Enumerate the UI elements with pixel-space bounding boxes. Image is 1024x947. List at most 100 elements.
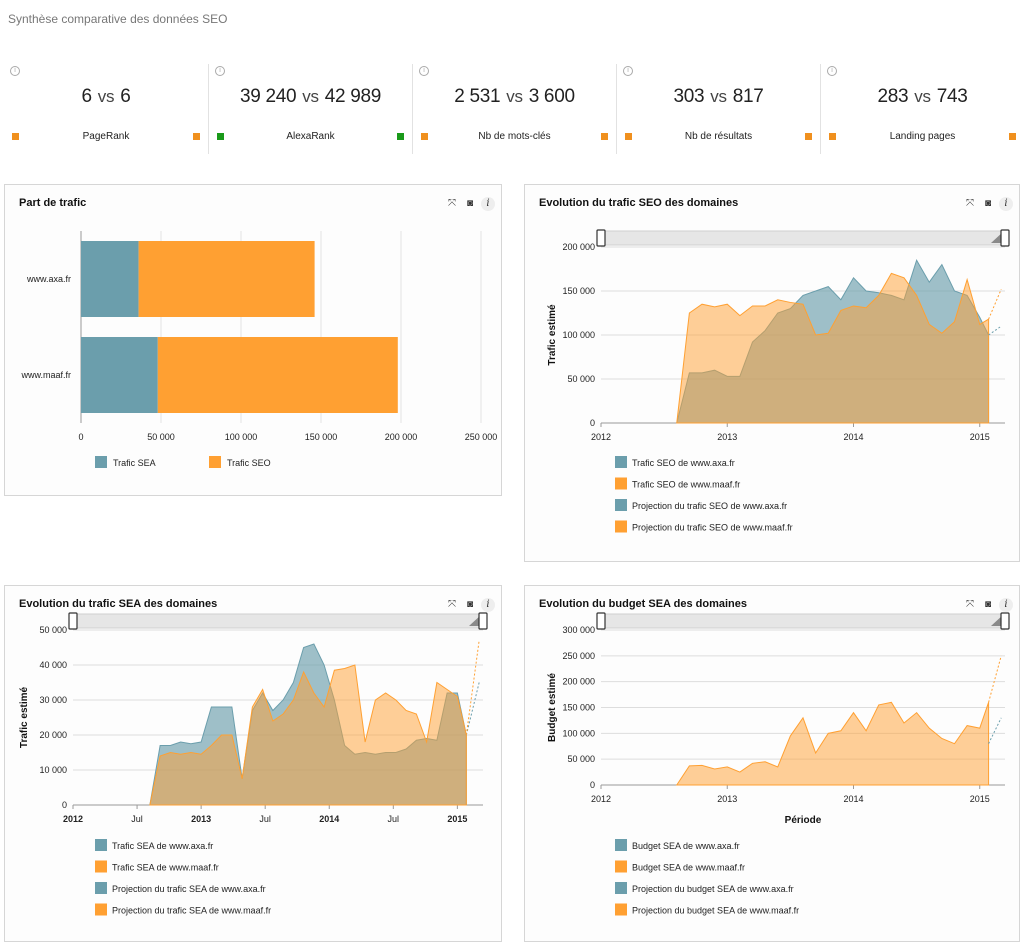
x-tick-label: 100 000 (225, 432, 258, 442)
info-icon[interactable]: i (623, 66, 633, 76)
legend-label: Projection du trafic SEA de www.maaf.fr (112, 906, 271, 916)
legend-swatch (95, 882, 107, 894)
camera-icon[interactable]: ◙ (466, 198, 474, 209)
info-icon[interactable]: i (481, 197, 495, 211)
legend-label: Trafic SEO de www.maaf.fr (632, 480, 740, 490)
y-tick-label: 0 (62, 800, 67, 810)
info-icon[interactable]: i (10, 66, 20, 76)
navigator-bar (72, 613, 484, 629)
camera-icon[interactable]: ◙ (466, 599, 474, 610)
y-tick-label: 10 000 (39, 765, 67, 775)
kpi-value: 303 vs 817 (673, 86, 764, 107)
legend-label: Projection du trafic SEO de www.maaf.fr (632, 523, 793, 533)
legend-label: Projection du budget SEA de www.maaf.fr (632, 906, 799, 916)
expand-icon[interactable]: ⤧ (966, 198, 974, 209)
legend-label: Trafic SEO de www.axa.fr (632, 458, 735, 468)
navigator-bar (600, 230, 1006, 246)
legend-swatch (615, 499, 627, 511)
area-budget-sea-de-www-maaf-fr (675, 701, 990, 786)
y-axis-title: Trafic estimé (547, 304, 558, 366)
x-tick-label: 250 000 (465, 432, 498, 442)
info-icon[interactable]: i (481, 598, 495, 612)
kpi-label: Nb de résultats (684, 131, 753, 142)
chart-part-de-trafic: 0 50 000 100 000 150 000 200 000 250 000 www.a… (20, 231, 498, 468)
chart-toolbar: ⤧ ◙ i (441, 193, 495, 211)
y-tick-label: 300 000 (562, 625, 595, 635)
x-tick-label: 2014 (843, 432, 863, 442)
kpi-label: AlexaRank (286, 131, 335, 142)
kpi-results: i 303 vs 817 Nb de résultats (616, 64, 820, 154)
bar-trafic-sea (81, 337, 158, 413)
x-tick-label: 2014 (843, 794, 863, 804)
y-tick-label: 200 000 (562, 242, 595, 252)
legend-square-icon (829, 133, 836, 140)
y-tick-label: 40 000 (39, 660, 67, 670)
info-icon[interactable]: i (827, 66, 837, 76)
legend-square-icon (217, 133, 224, 140)
y-axis-title: Trafic estimé (19, 686, 30, 748)
kpi-label: Landing pages (889, 131, 956, 142)
x-tick-label: 2015 (970, 432, 990, 442)
y-tick-label: 0 (590, 780, 595, 790)
y-tick-label: 100 000 (562, 330, 595, 340)
y-tick-label: 150 000 (562, 286, 595, 296)
expand-icon[interactable]: ⤧ (448, 599, 456, 610)
legend-swatch (209, 456, 221, 468)
legend-label: Trafic SEA (113, 458, 156, 468)
y-tick-label: 100 000 (562, 728, 595, 738)
projection-line (988, 289, 1002, 320)
y-tick-label: 30 000 (39, 695, 67, 705)
x-tick-label: 2012 (63, 814, 83, 824)
legend-swatch (95, 903, 107, 916)
x-tick-label: 2012 (591, 432, 611, 442)
x-tick-label: 150 000 (305, 432, 338, 442)
panel-trafic-sea: 0 10 000 20 000 30 000 40 000 50 000 2012 Jul 20… (4, 585, 502, 942)
chart-title: Part de trafic (19, 197, 87, 209)
y-tick-label: 20 000 (39, 730, 67, 740)
info-icon[interactable]: i (215, 66, 225, 76)
y-tick-label: 0 (590, 418, 595, 428)
x-tick-label: 2014 (319, 814, 339, 824)
chart-trafic-seo: 0 50 000 100 000 150 000 200 000 2012 2013 2014… (547, 229, 1010, 533)
kpi-value: 2 531 vs 3 600 (454, 86, 575, 107)
chart-toolbar: ⤧ ◙ i (441, 594, 495, 612)
navigator-handle-left (596, 612, 606, 630)
kpi-alexarank: i 39 240 vs 42 989 AlexaRank (208, 64, 412, 154)
kpi-keywords: i 2 531 vs 3 600 Nb de mots-clés (412, 64, 616, 154)
bar-trafic-sea (81, 241, 139, 317)
kpi-label: PageRank (82, 131, 130, 142)
y-axis-title: Budget estimé (547, 673, 558, 742)
info-icon[interactable]: i (999, 197, 1013, 211)
legend-square-icon (805, 133, 812, 140)
legend-square-icon (601, 133, 608, 140)
x-tick-label: 200 000 (385, 432, 418, 442)
kpi-value: 6 vs 6 (81, 86, 131, 107)
expand-icon[interactable]: ⤧ (448, 198, 456, 209)
x-tick-label: 2013 (191, 814, 211, 824)
camera-icon[interactable]: ◙ (984, 599, 992, 610)
info-icon[interactable]: i (999, 598, 1013, 612)
legend-swatch (615, 839, 627, 851)
camera-icon[interactable]: ◙ (984, 198, 992, 209)
chart-toolbar: ⤧ ◙ i (959, 193, 1013, 211)
navigator-handle-right (1000, 229, 1010, 247)
expand-icon[interactable]: ⤧ (966, 599, 974, 610)
chart-toolbar: ⤧ ◙ i (959, 594, 1013, 612)
legend-square-icon (421, 133, 428, 140)
x-tick-label: 50 000 (147, 432, 175, 442)
x-tick-label: 2012 (591, 794, 611, 804)
projection-line (988, 325, 1002, 336)
kpi-landing-pages: i 283 vs 743 Landing pages (820, 64, 1024, 154)
legend-swatch (615, 860, 627, 873)
legend-label: Budget SEA de www.axa.fr (632, 841, 740, 851)
legend-square-icon (12, 133, 19, 140)
category-label: www.maaf.fr (20, 370, 71, 380)
info-icon[interactable]: i (419, 66, 429, 76)
navigator-handle-left (68, 612, 78, 630)
panel-part-de-trafic: 0 50 000 100 000 150 000 200 000 250 000 www.a… (4, 184, 502, 496)
bar-trafic-seo (138, 241, 315, 317)
projection-line (988, 717, 1002, 744)
chart-title: Evolution du trafic SEO des domaines (539, 197, 739, 209)
x-tick-label: Jul (131, 814, 143, 824)
legend-swatch (95, 839, 107, 851)
